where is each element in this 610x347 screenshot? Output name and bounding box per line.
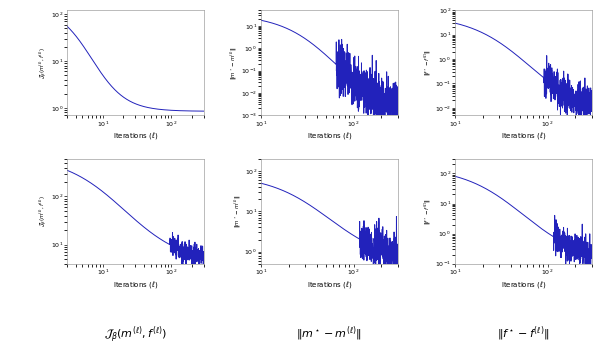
X-axis label: Iterations ($\ell$): Iterations ($\ell$) [113, 279, 158, 290]
Y-axis label: $\|m^\star - m^{(\ell)}\|$: $\|m^\star - m^{(\ell)}\|$ [229, 46, 240, 79]
Text: $\mathcal{J}_{\beta}(m^{(\ell)}, f^{(\ell)})$: $\mathcal{J}_{\beta}(m^{(\ell)}, f^{(\el… [104, 324, 167, 345]
X-axis label: Iterations ($\ell$): Iterations ($\ell$) [307, 279, 352, 290]
X-axis label: Iterations ($\ell$): Iterations ($\ell$) [501, 130, 546, 141]
X-axis label: Iterations ($\ell$): Iterations ($\ell$) [501, 279, 546, 290]
Text: $\|m^\star - m^{(\ell)}\|$: $\|m^\star - m^{(\ell)}\|$ [296, 324, 362, 343]
Y-axis label: $\mathcal{J}_{\beta}(m^{(\ell)},f^{(\ell)})$: $\mathcal{J}_{\beta}(m^{(\ell)},f^{(\ell… [37, 195, 49, 228]
X-axis label: Iterations ($\ell$): Iterations ($\ell$) [307, 130, 352, 141]
Y-axis label: $\|m^\star - m^{(\ell)}\|$: $\|m^\star - m^{(\ell)}\|$ [232, 195, 243, 228]
Y-axis label: $\|f^\star - f^{(\ell)}\|$: $\|f^\star - f^{(\ell)}\|$ [423, 49, 434, 76]
Y-axis label: $\mathcal{J}_{\beta}(m^{(\ell)},f^{(\ell)})$: $\mathcal{J}_{\beta}(m^{(\ell)},f^{(\ell… [37, 46, 49, 79]
X-axis label: Iterations ($\ell$): Iterations ($\ell$) [113, 130, 158, 141]
Text: $\|f^\star - f^{(\ell)}\|$: $\|f^\star - f^{(\ell)}\|$ [497, 324, 550, 343]
Y-axis label: $\|f^\star - f^{(\ell)}\|$: $\|f^\star - f^{(\ell)}\|$ [423, 198, 434, 225]
